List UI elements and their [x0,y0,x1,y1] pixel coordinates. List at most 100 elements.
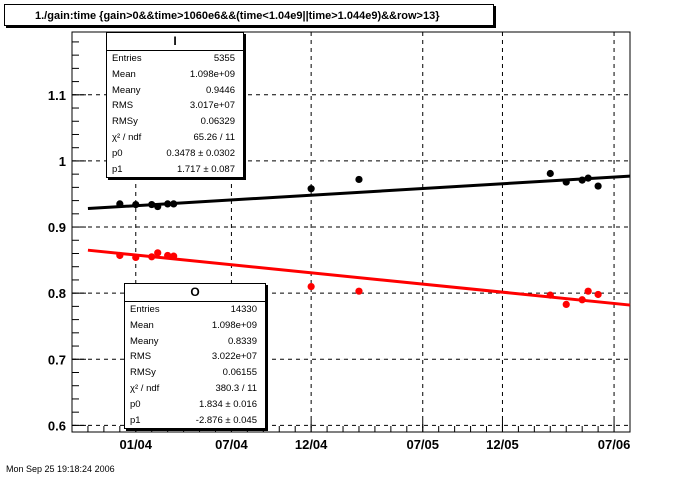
stats-I-row-value: 0.3478 ± 0.0302 [166,147,235,159]
stats-I-row-value: 0.06329 [200,116,235,128]
data-point-O [132,253,140,262]
data-point-I [578,176,586,184]
stats-I-row-value: 3.017e+07 [189,100,235,112]
stats-I-row-value: 0.9446 [205,84,235,96]
stats-O-row-key: Entries [130,304,160,315]
data-point-O [584,287,592,295]
y-tick-label: 0.7 [48,352,66,367]
stats-O-row: p1 -2.876 ± 0.045 [125,413,265,429]
stats-O-row-key: χ² / ndf [130,382,160,394]
stats-I-row: RMSy 0.06329 [107,114,243,130]
stats-O-row: Meany 0.8339 [125,334,265,350]
stats-O-row-key: p1 [130,414,141,426]
stats-O-row-value: 0.8339 [227,335,257,347]
stats-I-row-key: Meany [112,84,141,96]
data-point-I [164,200,172,208]
stats-O-row-key: Meany [130,335,159,347]
data-point-O [355,287,363,295]
data-point-O [148,253,156,261]
data-point-O [594,290,602,299]
y-tick-label: 0.9 [48,220,66,235]
stats-O-row: p0 1.834 ± 0.016 [125,397,265,413]
data-point-O [170,252,178,260]
stats-I-row-value: 65.26 / 11 [193,131,235,143]
data-point-O [307,282,315,291]
stats-I-row: χ² / ndf 65.26 / 11 [107,130,243,146]
data-point-I [584,174,592,182]
stats-O-row-key: p0 [130,398,141,410]
stats-O-row-value: 1.098e+09 [211,319,257,331]
data-point-I [170,200,178,208]
stats-I-row-key: RMS [112,100,134,112]
stats-O-row-value: 3.022e+07 [211,351,257,363]
data-point-I [154,202,162,211]
data-point-O [154,249,162,257]
stats-I-row-value: 1.098e+09 [189,68,235,80]
tick-labels: 0.6 0.7 0.8 0.9 1 1.1 01/04 07/04 12/04 07/05 12/0… [48,88,630,452]
plot-frame [71,31,631,433]
fit-line-O [87,248,631,307]
data-point-I [116,200,124,208]
data-point-I [546,169,554,178]
x-tick-label: 12/04 [295,437,328,452]
stats-I-row-key: Mean [112,68,136,80]
stats-O-row-key: Mean [130,319,154,331]
data-point-O [116,251,124,260]
y-tick-label: 1 [59,154,66,169]
stats-I-row-value: 5355 [213,53,235,64]
data-point-I [594,182,602,190]
axes [71,31,631,433]
stats-I-row-value: 1.717 ± 0.087 [176,163,235,175]
data-point-I [132,200,140,209]
stats-I-row: RMS 3.017e+07 [107,98,243,114]
x-tick-label: 07/04 [215,437,248,452]
stats-O-row: RMS 3.022e+07 [125,349,265,365]
stats-box-O[interactable]: O Entries 14330 Mean 1.098e+09 Meany 0.8339 RM… [124,283,266,430]
stats-I-row: Mean 1.098e+09 [107,67,243,83]
data-point-I [355,175,363,184]
stats-I-row: p0 0.3478 ± 0.0302 [107,146,243,162]
stats-O-row-value: 380.3 / 11 [215,382,257,394]
data-point-O [546,291,554,299]
plot-title: 1./gain:time {gain>0&&time>1060e6&&(time… [4,4,494,26]
timestamp-footer: Mon Sep 25 19:18:24 2006 [6,464,115,474]
data-point-O [164,251,172,260]
x-tick-label: 01/04 [119,437,152,452]
stats-O-row: Mean 1.098e+09 [125,318,265,334]
stats-I-row-key: χ² / ndf [112,131,142,143]
stats-I-row-key: Entries [112,53,142,64]
stats-I-row-key: p1 [112,163,123,175]
data-points [116,169,602,308]
data-point-I [307,185,315,193]
stats-O-row-key: RMS [130,351,152,363]
y-tick-label: 0.8 [48,286,66,301]
stats-O-row: RMSy 0.06155 [125,365,265,381]
x-tick-label: 07/06 [598,437,631,452]
stats-O-row-key: RMSy [130,367,156,379]
stats-O-row-value: 14330 [230,304,257,315]
stats-I-row-key: RMSy [112,116,138,128]
stats-O-row: χ² / ndf 380.3 / 11 [125,381,265,397]
stats-I-row: Entries 5355 [107,51,243,67]
stats-O-row-value: -2.876 ± 0.045 [195,414,257,426]
stats-box-I[interactable]: I Entries 5355 Mean 1.098e+09 Meany 0.9446 RMS… [106,32,244,179]
fit-lines [87,174,631,307]
data-point-I [562,178,570,186]
stats-O-row-value: 0.06155 [222,367,257,379]
stats-I-row: Meany 0.9446 [107,83,243,99]
stats-box-I-header: I [107,33,243,51]
data-point-O [562,300,570,308]
fit-line-I [87,174,631,211]
data-point-O [578,296,586,304]
stats-box-O-header: O [125,284,265,302]
stats-O-row: Entries 14330 [125,302,265,318]
stats-I-row-key: p0 [112,147,123,159]
data-point-I [148,200,156,209]
stats-O-row-value: 1.834 ± 0.016 [198,398,257,410]
y-tick-label: 0.6 [48,418,66,433]
x-tick-label: 12/05 [486,437,519,452]
stats-I-row: p1 1.717 ± 0.087 [107,162,243,178]
y-tick-label: 1.1 [48,88,66,103]
x-tick-label: 07/05 [406,437,439,452]
